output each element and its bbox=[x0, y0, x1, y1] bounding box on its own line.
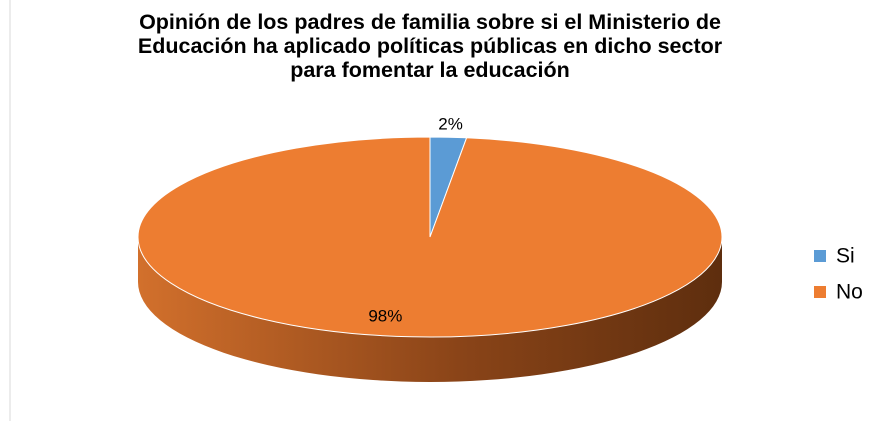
legend-label: Si bbox=[836, 245, 855, 268]
data-label: 98% bbox=[368, 306, 402, 325]
legend-label: No bbox=[836, 281, 863, 304]
legend-swatch bbox=[814, 286, 826, 298]
data-label: 2% bbox=[438, 115, 463, 134]
slice bbox=[137, 136, 723, 338]
chart-title: Opinión de los padres de familia sobre s… bbox=[137, 10, 723, 82]
slice-side bbox=[138, 237, 722, 382]
legend-swatch bbox=[814, 250, 826, 262]
